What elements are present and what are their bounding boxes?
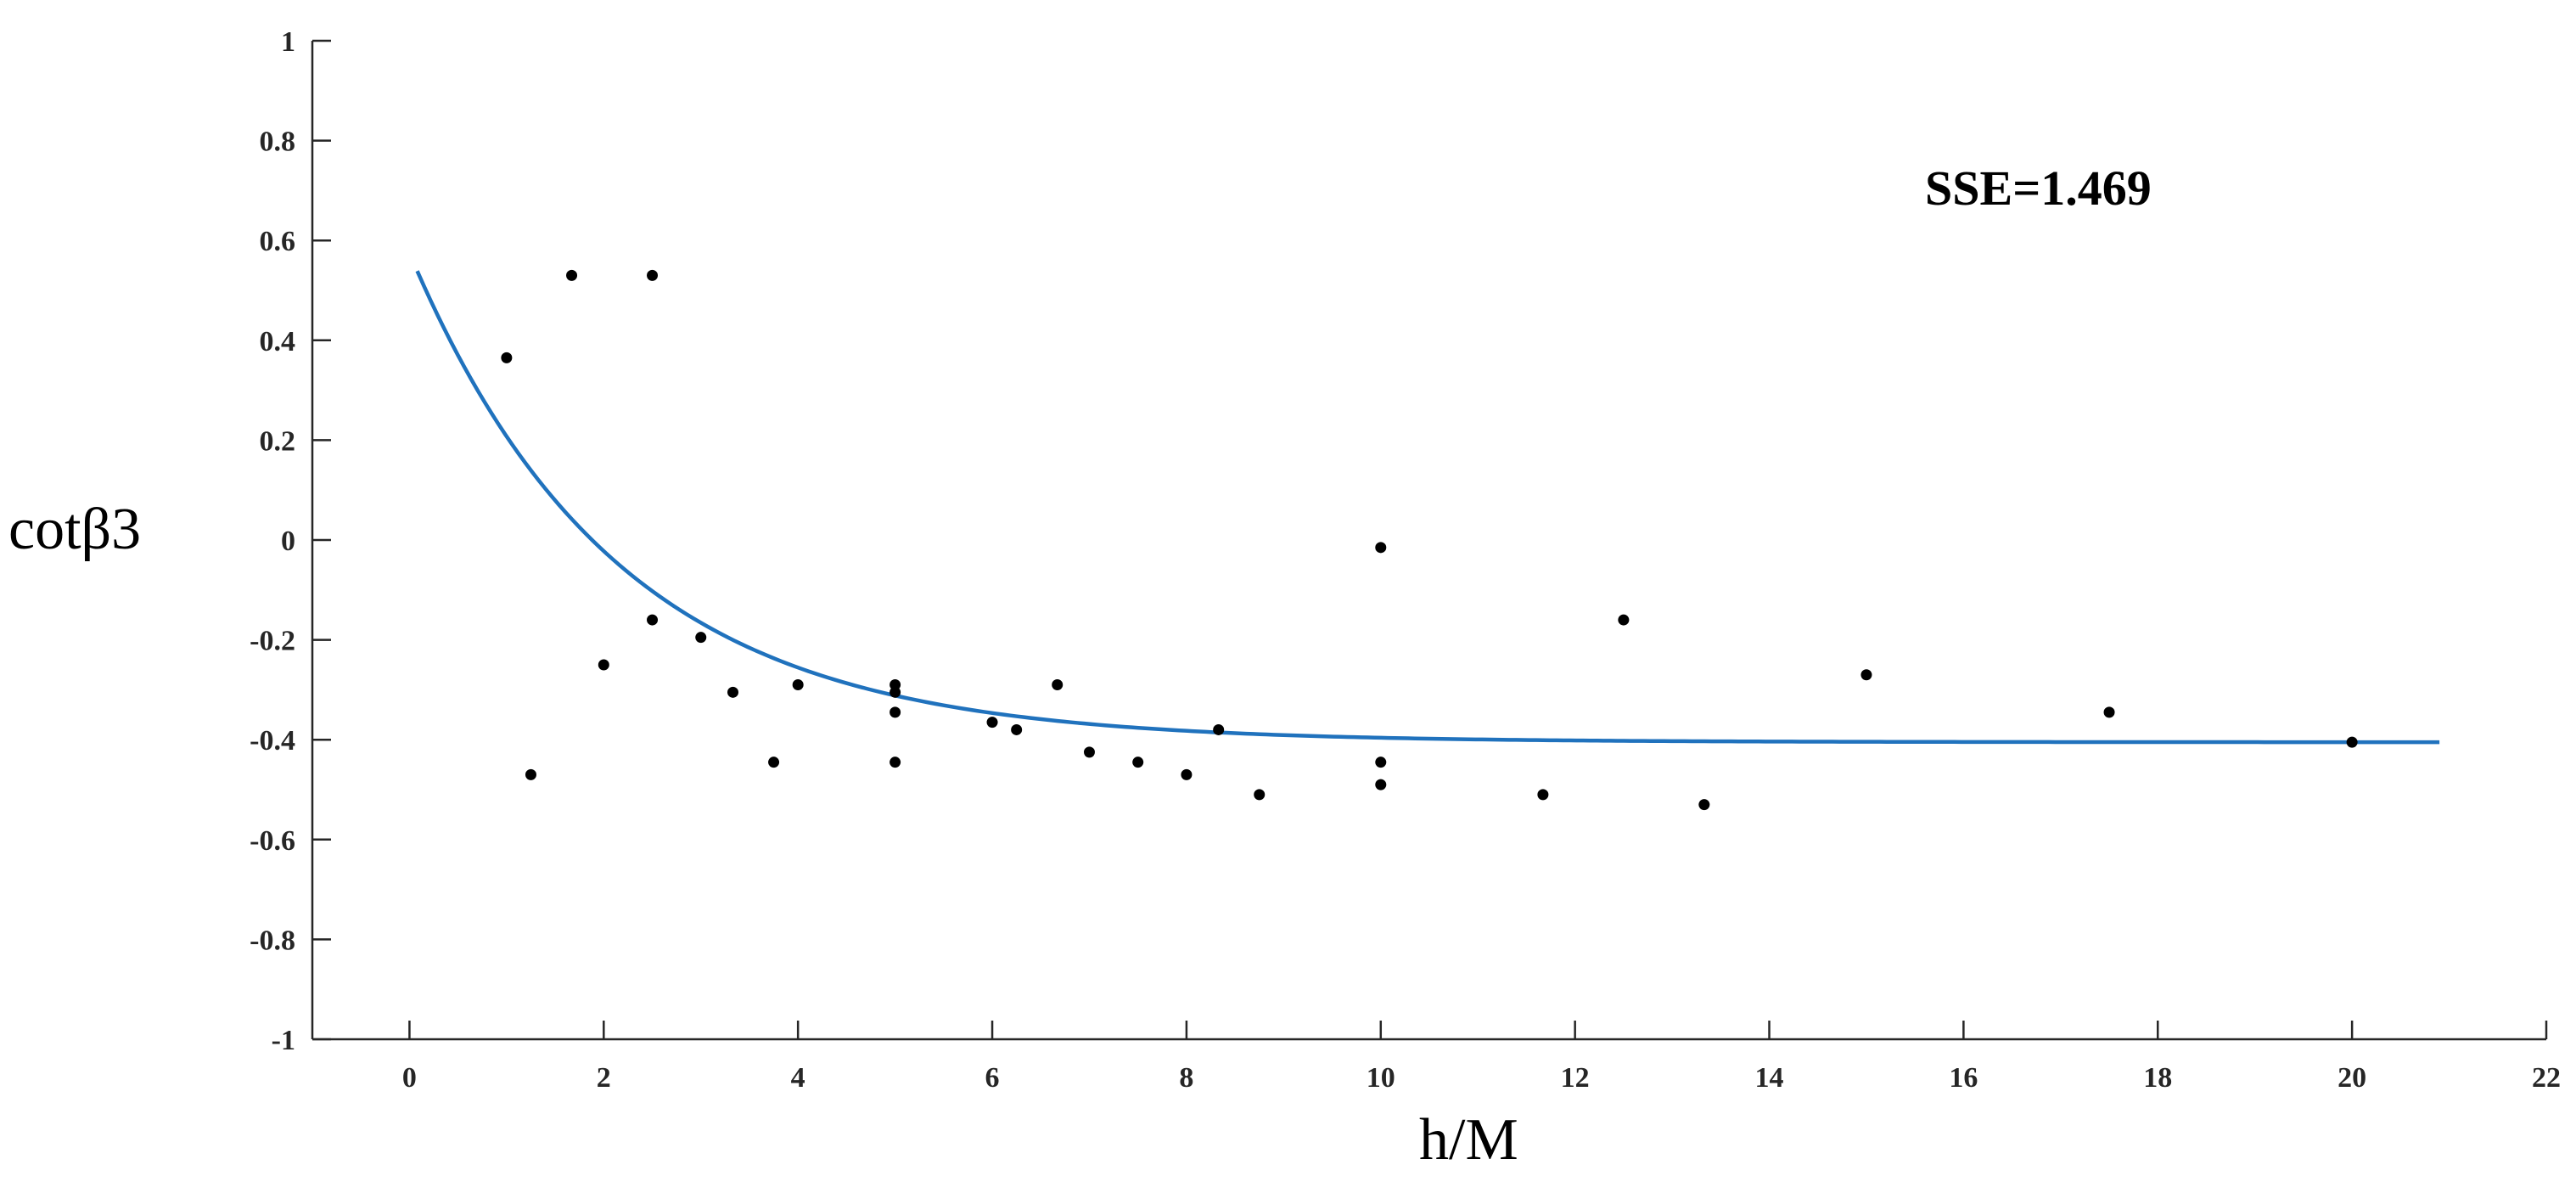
x-tick-label: 0 [402,1062,417,1094]
x-tick-label: 18 [2143,1062,2172,1094]
data-point [792,679,804,691]
y-tick-label: -0.6 [250,825,295,857]
data-points [501,269,2358,811]
data-point [1011,723,1023,735]
x-axis-label: h/M [1419,1107,1518,1173]
data-point [1181,768,1193,780]
data-point [890,686,901,698]
data-point [695,632,707,644]
y-tick-label: 0.6 [260,226,296,257]
x-tick-label: 4 [791,1062,805,1094]
data-point [647,269,659,281]
x-tick-label: 10 [1367,1062,1395,1094]
data-point [1375,779,1387,790]
data-point [1860,669,1872,681]
data-point [525,768,536,780]
data-point [1537,789,1549,801]
data-point [647,614,659,626]
data-point [1698,799,1710,811]
data-point [890,706,901,718]
y-tick-label: -1 [272,1025,295,1056]
data-point [1375,542,1387,554]
data-point [727,686,739,698]
x-tick-label: 22 [2532,1062,2561,1094]
x-tick-label: 12 [1561,1062,1590,1094]
x-tick-label: 6 [985,1062,1000,1094]
data-point [1254,789,1266,801]
y-tick-label: -0.8 [250,925,295,956]
data-point [1618,614,1630,626]
sse-annotation: SSE=1.469 [1925,160,2152,216]
data-point [1052,679,1064,691]
data-point [1132,757,1144,768]
x-tick-label: 8 [1179,1062,1193,1094]
fit-curve [415,270,2440,745]
data-point [986,717,998,729]
data-point [890,757,901,768]
y-tick-label: 0 [281,526,295,557]
axes [311,41,2546,1041]
data-point [1375,757,1387,768]
y-axis-ticks: -1 -0.8 -0.6 -0.4 -0.2 0 0.2 0.4 0.6 0.8 1 [250,26,331,1056]
data-point [2346,736,2358,748]
x-tick-label: 20 [2337,1062,2366,1094]
y-tick-label: 0.8 [260,127,296,158]
y-tick-label: -0.2 [250,626,295,657]
data-point [768,757,780,768]
y-axis-label: cotβ3 [8,497,141,562]
x-tick-label: 14 [1755,1062,1784,1094]
x-tick-label: 2 [597,1062,611,1094]
data-point [1083,746,1095,758]
data-point [1213,723,1225,735]
x-tick-label: 16 [1949,1062,1978,1094]
data-point [598,659,609,671]
data-point [566,269,578,281]
x-axis-ticks: 0 2 4 6 8 10 12 14 16 18 20 22 [402,1021,2561,1094]
y-tick-label: -0.4 [250,725,295,757]
y-tick-label: 0.4 [260,326,296,357]
data-point [501,352,513,363]
y-tick-label: 0.2 [260,425,296,457]
data-point [2103,706,2115,718]
y-tick-label: 1 [281,26,295,58]
